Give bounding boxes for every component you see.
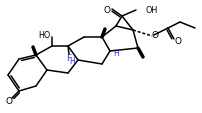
Text: H: H [69, 57, 75, 66]
Text: O: O [175, 37, 182, 46]
Text: O: O [5, 97, 13, 106]
Text: HO: HO [38, 31, 50, 40]
Text: O: O [152, 30, 159, 39]
Text: O: O [103, 5, 110, 14]
Text: OH: OH [145, 5, 157, 14]
Text: F: F [66, 54, 72, 63]
Text: H: H [113, 49, 119, 58]
